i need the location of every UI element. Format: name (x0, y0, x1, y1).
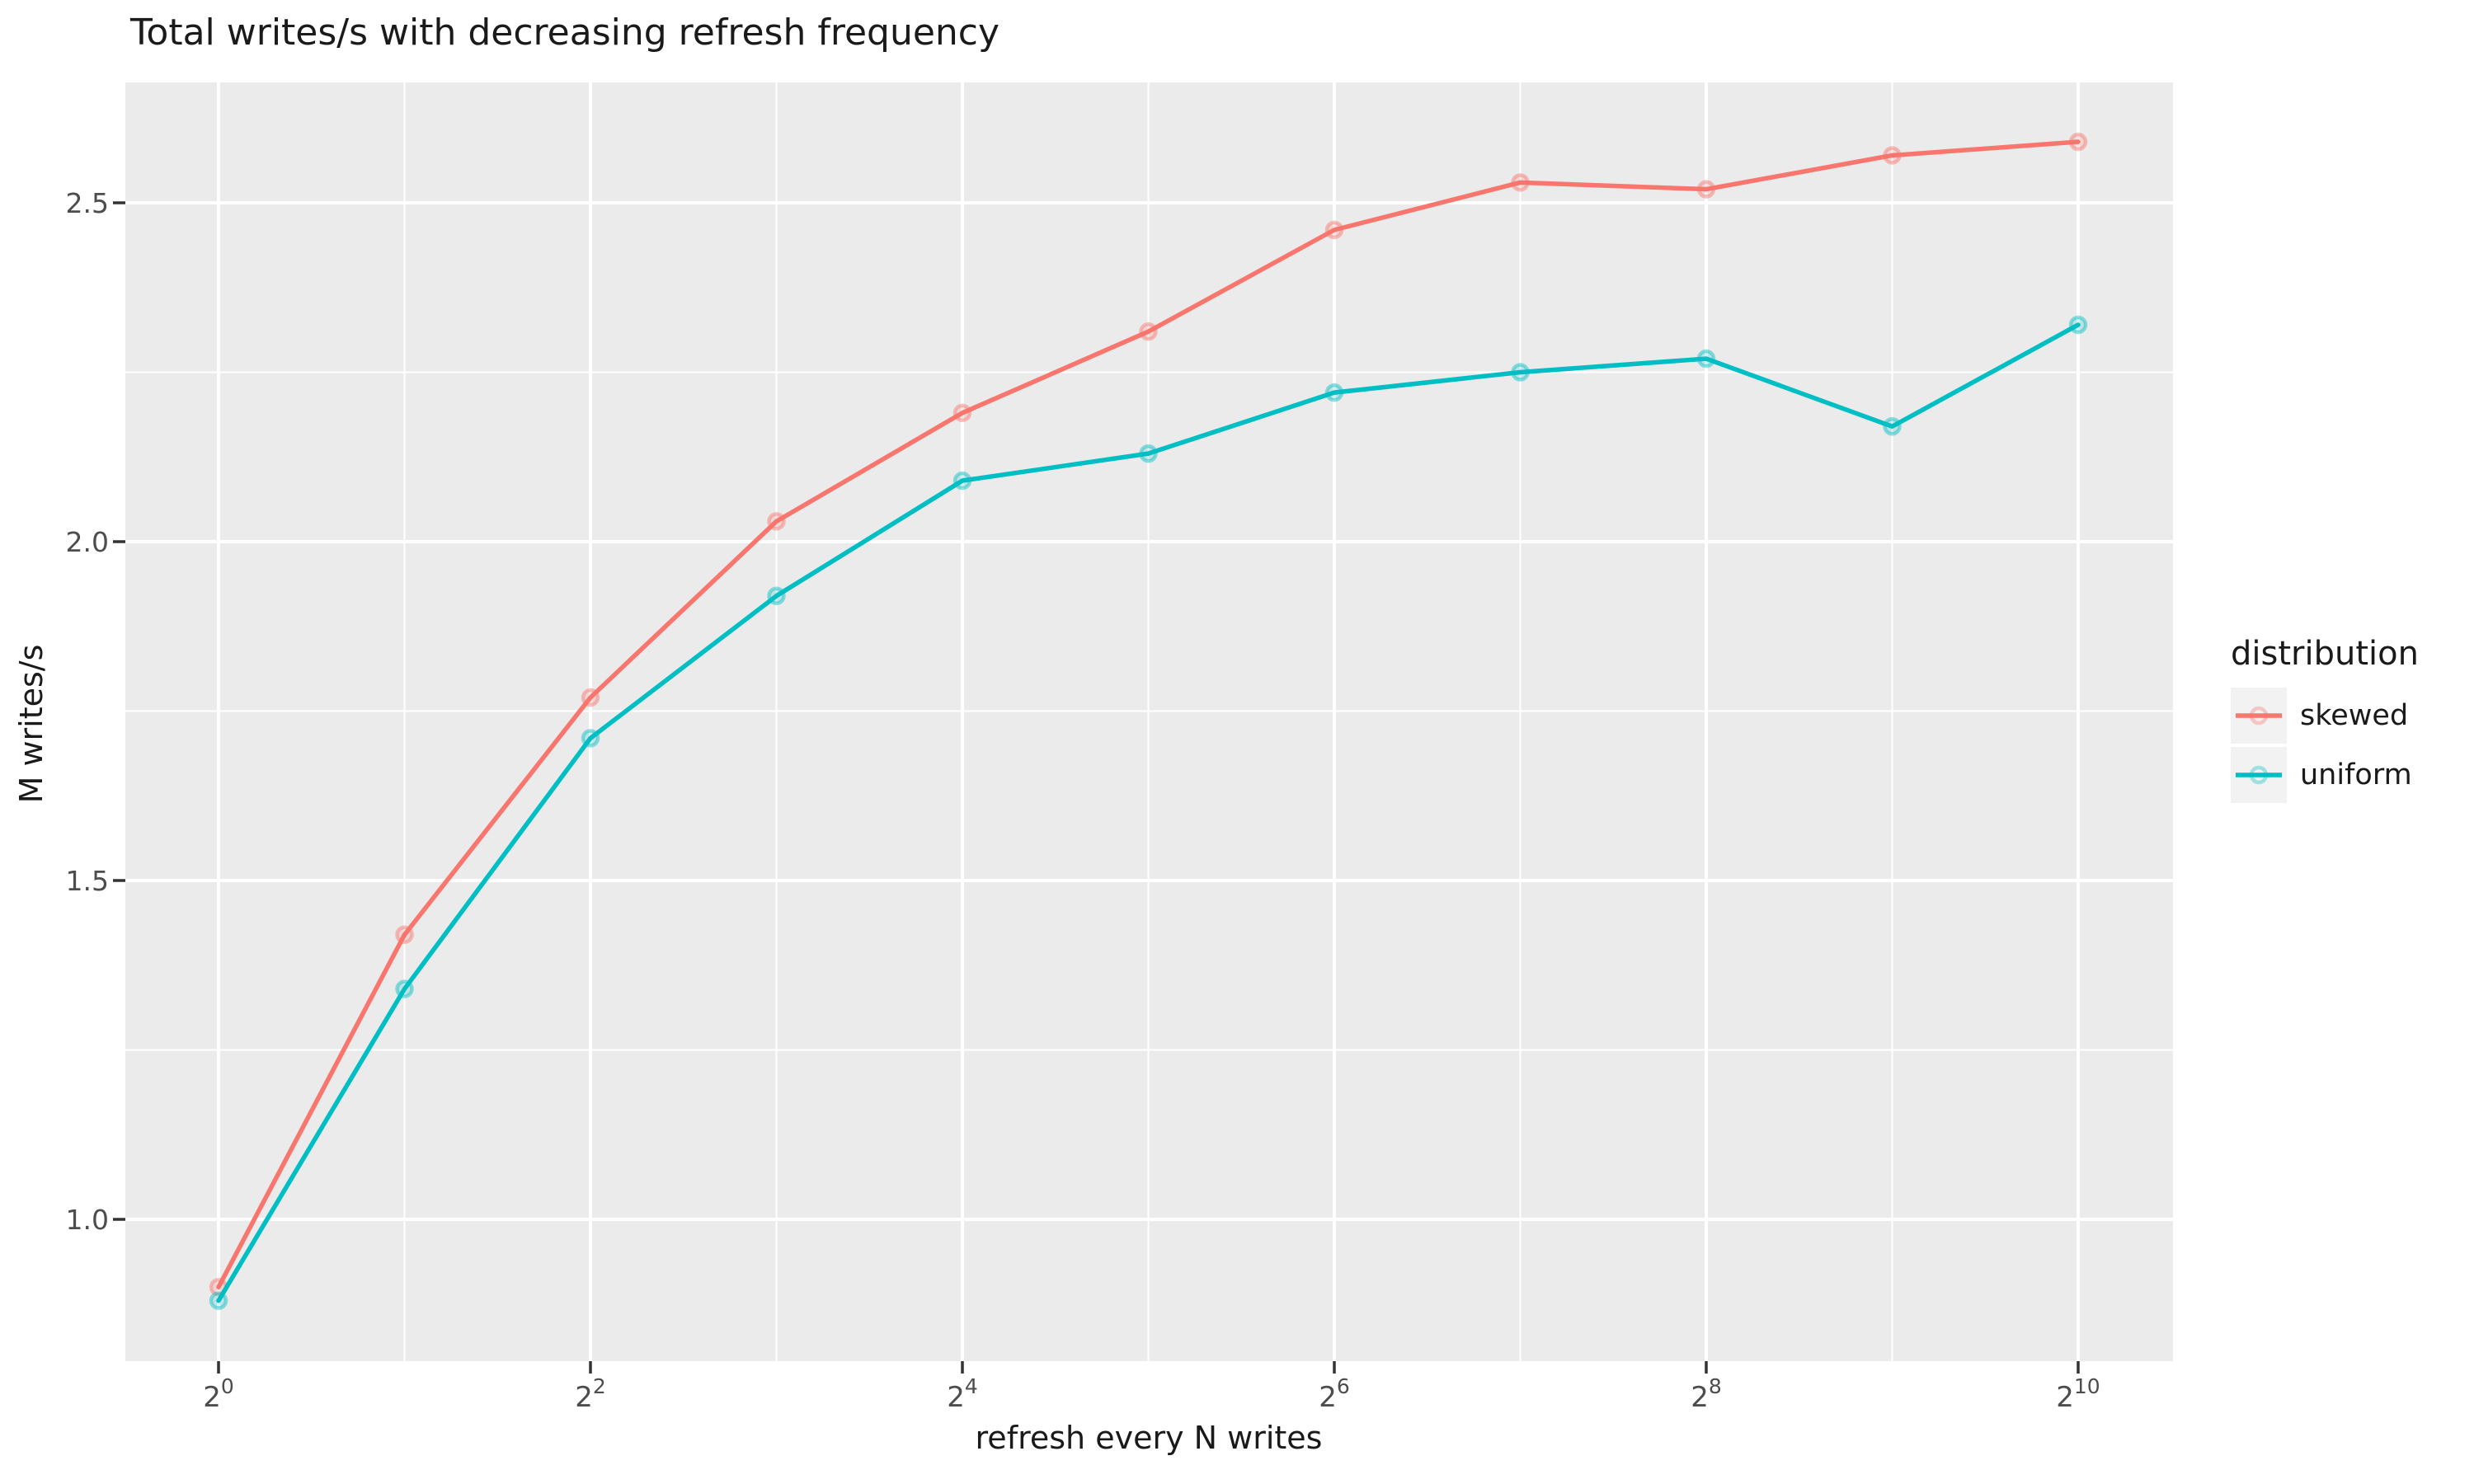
legend-key-uniform-icon (2231, 747, 2287, 803)
y-tick-label: 2.5 (66, 187, 109, 219)
legend: distribution skewed uniform (2231, 635, 2470, 806)
data-point-uniform (581, 729, 600, 748)
data-point-uniform (395, 979, 414, 998)
data-point-uniform (1139, 444, 1158, 463)
data-point-skewed (767, 512, 786, 531)
y-tick-label: 2.0 (66, 526, 109, 558)
legend-title: distribution (2231, 635, 2419, 673)
data-point-skewed (581, 688, 600, 707)
data-point-uniform (1883, 417, 1902, 436)
data-point-uniform (1324, 383, 1344, 402)
legend-entry-skewed: skewed (2231, 688, 2470, 744)
data-point-skewed (2068, 132, 2088, 152)
x-tick-label: 26 (1319, 1374, 1350, 1414)
data-point-skewed (395, 925, 414, 945)
data-point-skewed (1139, 322, 1158, 341)
y-tick-label: 1.0 (66, 1204, 109, 1236)
data-point-uniform (209, 1291, 228, 1310)
data-point-skewed (1324, 220, 1344, 240)
legend-label-skewed: skewed (2300, 699, 2409, 732)
data-point-skewed (1696, 180, 1716, 199)
data-point-uniform (1511, 363, 1530, 382)
chart-title: Total writes/s with decreasing refresh f… (130, 12, 1000, 54)
legend-key-skewed-icon (2231, 688, 2287, 744)
y-tick-label: 1.5 (66, 865, 109, 897)
data-point-uniform (1696, 349, 1716, 369)
legend-entry-uniform: uniform (2231, 747, 2470, 803)
data-point-skewed (952, 403, 972, 423)
data-point-skewed (1511, 173, 1530, 192)
x-tick-label: 24 (947, 1374, 978, 1414)
x-tick-label: 28 (1691, 1374, 1722, 1414)
x-tick-label: 20 (203, 1374, 234, 1414)
data-point-skewed (1883, 146, 1902, 165)
x-tick-label: 210 (2056, 1374, 2100, 1414)
data-point-uniform (952, 471, 972, 491)
x-tick-label: 22 (575, 1374, 606, 1414)
data-point-uniform (2068, 315, 2088, 335)
legend-label-uniform: uniform (2300, 758, 2412, 791)
x-axis-title: refresh every N writes (975, 1420, 1323, 1456)
series-line-uniform (216, 322, 2081, 1303)
series-line-skewed (216, 139, 2081, 1289)
y-axis-title: M writes/s (13, 644, 49, 804)
data-point-uniform (767, 586, 786, 606)
